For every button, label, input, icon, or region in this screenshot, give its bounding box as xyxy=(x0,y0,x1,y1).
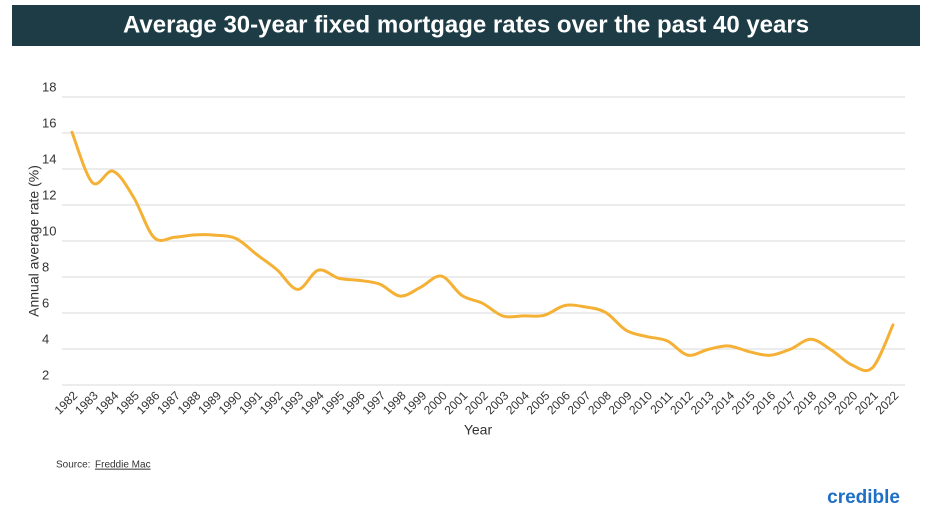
y-tick-label: 10 xyxy=(42,223,56,238)
y-tick-label: 18 xyxy=(42,79,56,94)
x-tick-label: 2022 xyxy=(873,388,902,417)
y-tick-label: 6 xyxy=(42,295,49,310)
y-tick-label: 16 xyxy=(42,115,56,130)
chart-title: Average 30-year fixed mortgage rates ove… xyxy=(123,11,809,38)
y-tick-label: 12 xyxy=(42,187,56,202)
y-tick-label: 4 xyxy=(42,331,49,346)
data-line xyxy=(70,130,895,373)
x-axis-label: Year xyxy=(464,422,493,438)
y-tick-label: 14 xyxy=(42,151,56,166)
source-prefix: Source: xyxy=(56,460,90,471)
y-tick-label: 2 xyxy=(42,367,49,382)
source-link[interactable]: Freddie Mac xyxy=(95,460,151,471)
y-axis-label: Annual average rate (%) xyxy=(26,165,42,317)
title-banner xyxy=(12,5,920,46)
y-tick-label: 8 xyxy=(42,259,49,274)
brand-logo: credible xyxy=(827,487,900,508)
